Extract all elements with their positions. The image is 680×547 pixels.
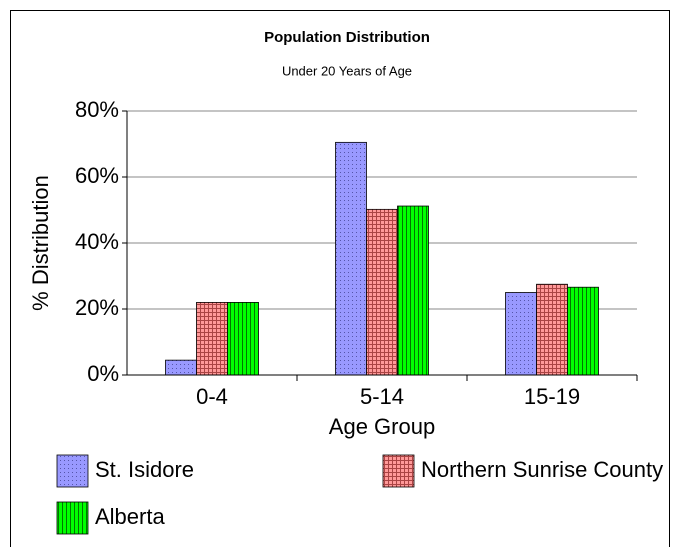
y-tick-label: 20%: [75, 295, 119, 320]
legend-swatch: [56, 454, 89, 488]
x-axis-label: Age Group: [329, 414, 435, 439]
bar: [165, 359, 197, 376]
bar: [397, 205, 429, 376]
plot: 0% 20% 40% 60% 80% 0-4 5-14 15-19: [75, 97, 638, 409]
y-tick-label: 60%: [75, 163, 119, 188]
legend-label: St. Isidore: [95, 457, 194, 482]
bar: [536, 283, 568, 376]
bar: [196, 301, 228, 376]
bar: [227, 301, 259, 376]
chart-subtitle: Under 20 Years of Age: [282, 63, 412, 78]
bar: [505, 292, 537, 376]
bar: [567, 286, 599, 376]
legend: St. Isidore Northern Sunrise County Albert…: [56, 454, 663, 535]
y-tick-label: 0%: [87, 361, 119, 386]
y-tick-label: 40%: [75, 229, 119, 254]
bar: [335, 141, 367, 376]
x-tick-label: 5-14: [360, 384, 404, 409]
chart-title: Population Distribution: [264, 29, 430, 46]
x-tick-label: 0-4: [196, 384, 228, 409]
y-tick-label: 80%: [75, 97, 119, 122]
legend-swatch: [56, 501, 89, 535]
x-tick-label: 15-19: [524, 384, 580, 409]
legend-label: Northern Sunrise County: [421, 457, 663, 482]
bar: [366, 208, 398, 376]
y-axis-label: % Distribution: [28, 175, 53, 311]
legend-label: Alberta: [95, 504, 165, 529]
legend-swatch: [382, 454, 415, 488]
